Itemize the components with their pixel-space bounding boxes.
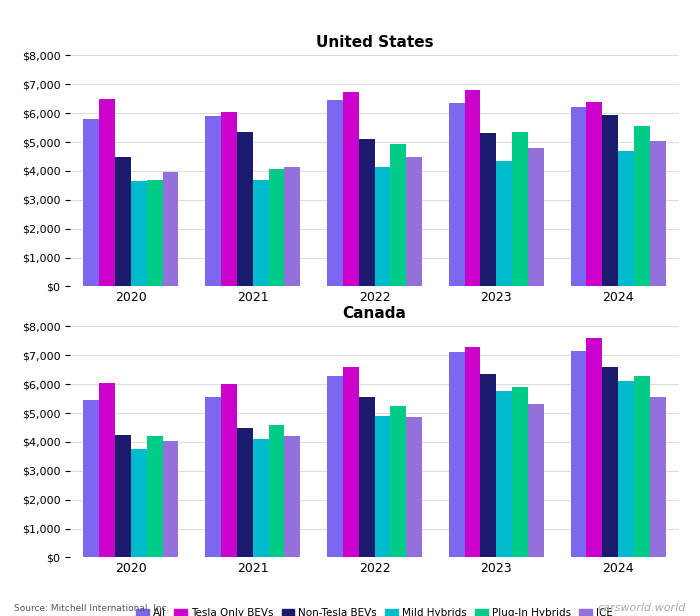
Bar <box>147 180 162 286</box>
Bar <box>465 347 480 557</box>
Bar <box>391 406 406 557</box>
Bar <box>327 100 343 286</box>
Bar <box>221 384 237 557</box>
Text: carsworld.world: carsworld.world <box>598 603 686 613</box>
Bar <box>528 405 544 557</box>
Bar <box>496 391 512 557</box>
Bar <box>602 115 618 286</box>
Bar <box>618 151 634 286</box>
Bar <box>587 338 602 557</box>
Title: Canada: Canada <box>342 306 407 321</box>
Title: United States: United States <box>316 35 433 50</box>
Bar <box>115 156 131 286</box>
Bar <box>374 166 391 286</box>
Legend: All, Tesla Only BEVs, Non-Tesla BEVs, Mild Hybrids, Plug-In Hybrids, ICE: All, Tesla Only BEVs, Non-Tesla BEVs, Mi… <box>132 604 617 616</box>
Bar <box>147 436 162 557</box>
Bar <box>269 169 284 286</box>
Bar <box>570 351 587 557</box>
Bar <box>205 116 221 286</box>
Bar <box>634 376 650 557</box>
Bar <box>205 397 221 557</box>
Bar <box>131 449 147 557</box>
Bar <box>253 180 269 286</box>
Bar <box>284 166 300 286</box>
Bar <box>343 92 358 286</box>
Bar <box>374 416 391 557</box>
Bar <box>99 383 115 557</box>
Bar <box>496 161 512 286</box>
Bar <box>406 418 422 557</box>
Bar <box>237 428 253 557</box>
Bar <box>449 103 465 286</box>
Bar <box>253 439 269 557</box>
Bar <box>634 126 650 286</box>
Bar <box>131 181 147 286</box>
Bar <box>650 397 666 557</box>
Bar <box>269 424 284 557</box>
Bar <box>162 172 178 286</box>
Legend: All BEVs, Tesla Only BEVs, Non-Tesla BEVs, Mild Hybrids, Plug-In Hybrids, ICE: All BEVs, Tesla Only BEVs, Non-Tesla BEV… <box>117 333 632 352</box>
Bar <box>391 144 406 286</box>
Bar <box>512 132 528 286</box>
Bar <box>512 387 528 557</box>
Text: Source: Mitchell International, Inc.: Source: Mitchell International, Inc. <box>14 604 169 613</box>
Bar <box>358 139 375 286</box>
Bar <box>528 148 544 286</box>
Bar <box>358 397 375 557</box>
Bar <box>83 119 99 286</box>
Bar <box>162 440 178 557</box>
Bar <box>480 374 496 557</box>
Bar <box>115 435 131 557</box>
Bar <box>618 381 634 557</box>
Bar <box>237 132 253 286</box>
Text: Average Repairable Severity: Average Repairable Severity <box>182 10 518 30</box>
Bar <box>99 99 115 286</box>
Bar <box>406 156 422 286</box>
Bar <box>83 400 99 557</box>
Bar <box>327 376 343 557</box>
Bar <box>343 367 358 557</box>
Bar <box>221 111 237 286</box>
Bar <box>465 90 480 286</box>
Bar <box>587 102 602 286</box>
Bar <box>602 367 618 557</box>
Bar <box>449 352 465 557</box>
Bar <box>284 436 300 557</box>
Bar <box>650 140 666 286</box>
Bar <box>570 107 587 286</box>
Bar <box>480 134 496 286</box>
